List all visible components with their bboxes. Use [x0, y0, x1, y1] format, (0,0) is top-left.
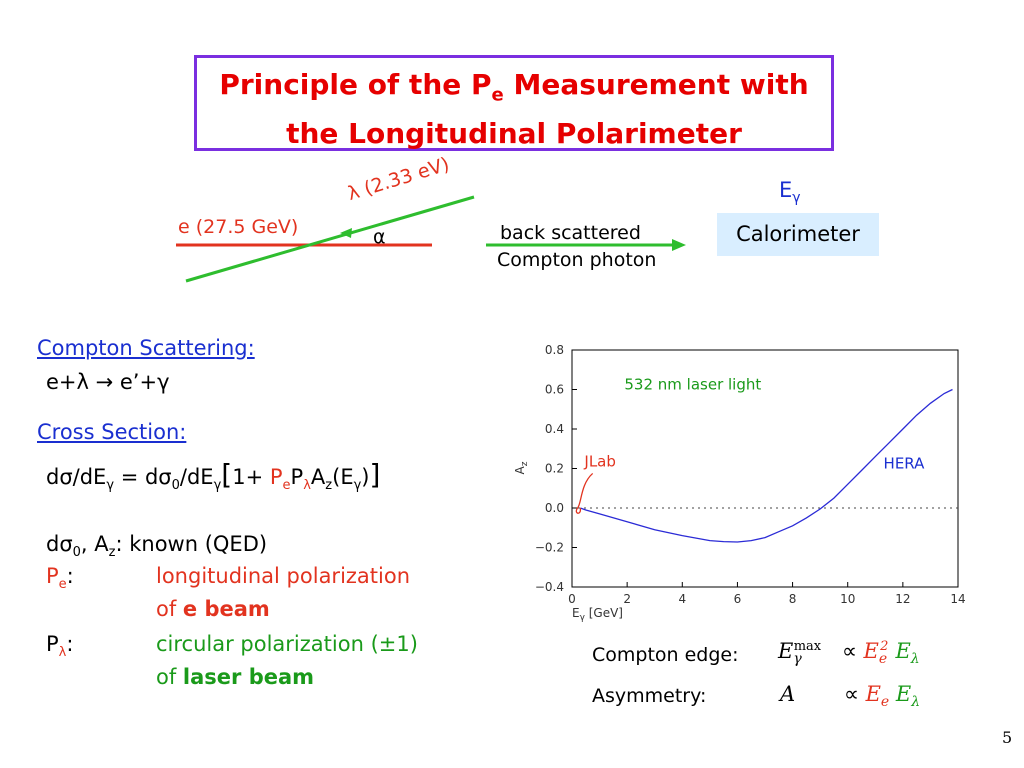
x-tick-label: 12	[895, 592, 910, 606]
title-line-1: Principle of the Pe Measurement with	[197, 66, 831, 115]
x-tick-label: 14	[950, 592, 965, 606]
x-tick-label: 0	[568, 592, 576, 606]
known-text: known (QED)	[129, 532, 268, 556]
y-tick-label: 0.6	[545, 383, 564, 397]
pe-description-2: of e beam	[156, 597, 270, 621]
x-tick-label: 6	[734, 592, 742, 606]
pe-desc-bold: e beam	[182, 597, 270, 621]
laser-annotation: 532 nm laser light	[624, 376, 761, 394]
cross-section-formula: dσ/dEγ = dσ0/dEγ[1+ PePλAz(Eγ)]	[46, 458, 381, 494]
pe-subscript: e	[58, 577, 67, 593]
energy-symbol: E	[779, 178, 793, 202]
title-line-2: the Longitudinal Polarimeter	[286, 116, 742, 150]
y-tick-label: −0.2	[535, 541, 564, 555]
title-text: Principle of the P	[219, 68, 492, 101]
pe-symbol: P	[46, 564, 59, 588]
pl-description-1: circular polarization (±1)	[156, 632, 418, 656]
reaction-equation: e+λ → e’+γ	[46, 370, 170, 394]
laser-beam-line	[185, 195, 475, 283]
scattering-diagram	[176, 195, 686, 283]
pe-desc-pre: of	[156, 597, 183, 621]
compton-edge-formula: Eγmax ∝ Ee2 Eλ	[778, 639, 920, 668]
pe-label: Pe:	[46, 564, 74, 593]
jlab-pointer	[575, 472, 594, 514]
asymmetry-curve	[580, 388, 953, 543]
photon-label-1: back scattered	[500, 222, 641, 244]
title-subscript: e	[491, 84, 504, 106]
y-tick-label: 0.2	[545, 462, 564, 476]
photon-arrow-head	[672, 239, 686, 251]
pe-description-1: longitudinal polarization	[156, 564, 411, 588]
pl-desc-bold: laser beam	[182, 665, 315, 689]
laser-direction-arrow	[340, 228, 352, 238]
pl-symbol: P	[46, 632, 59, 656]
x-tick-label: 4	[678, 592, 686, 606]
hera-annotation: HERA	[884, 455, 926, 473]
x-tick-label: 10	[840, 592, 855, 606]
page-number: 5	[1002, 728, 1013, 747]
known-line: dσ0, Az: known (QED)	[46, 532, 268, 561]
compton-heading: Compton Scattering:	[37, 336, 255, 360]
asymmetry-label: Asymmetry:	[592, 685, 707, 707]
pl-desc-pre: of	[156, 665, 183, 689]
pl-description-2: of laser beam	[156, 665, 314, 689]
y-tick-label: 0.8	[545, 343, 564, 357]
photon-label-2: Compton photon	[497, 249, 657, 271]
title-text-2: Measurement with	[503, 68, 809, 101]
x-tick-label: 8	[789, 592, 797, 606]
pl-label: Pλ:	[46, 632, 74, 661]
compton-edge-label: Compton edge:	[592, 644, 739, 666]
electron-label: e (27.5 GeV)	[178, 216, 299, 238]
jlab-annotation: JLab	[583, 453, 616, 471]
energy-subscript: γ	[792, 190, 801, 207]
title-box: Principle of the Pe Measurement with the…	[194, 55, 834, 151]
axis-ticks: 0 2 4 6 8 10 12 14 −0.4 −0.2 0.0 0.2 0.4 0.6 0.8	[535, 343, 966, 606]
angle-label: α	[373, 226, 386, 248]
asymmetry-formula: A ∝ Ee Eλ	[780, 682, 921, 711]
x-axis-label: Eγ [GeV]	[572, 606, 623, 623]
asymmetry-chart: 0 2 4 6 8 10 12 14 −0.4 −0.2 0.0 0.2 0.4 0.6 0.8 532 n…	[513, 343, 966, 623]
y-axis-label: Az	[513, 461, 530, 474]
y-tick-label: 0.0	[545, 501, 564, 515]
cross-section-heading: Cross Section:	[37, 420, 187, 444]
y-tick-label: 0.4	[545, 422, 564, 436]
energy-label: Eγ	[779, 178, 801, 206]
x-tick-label: 2	[623, 592, 631, 606]
calorimeter-box: Calorimeter	[717, 213, 879, 256]
pl-subscript: λ	[58, 645, 67, 661]
y-tick-label: −0.4	[535, 580, 564, 594]
